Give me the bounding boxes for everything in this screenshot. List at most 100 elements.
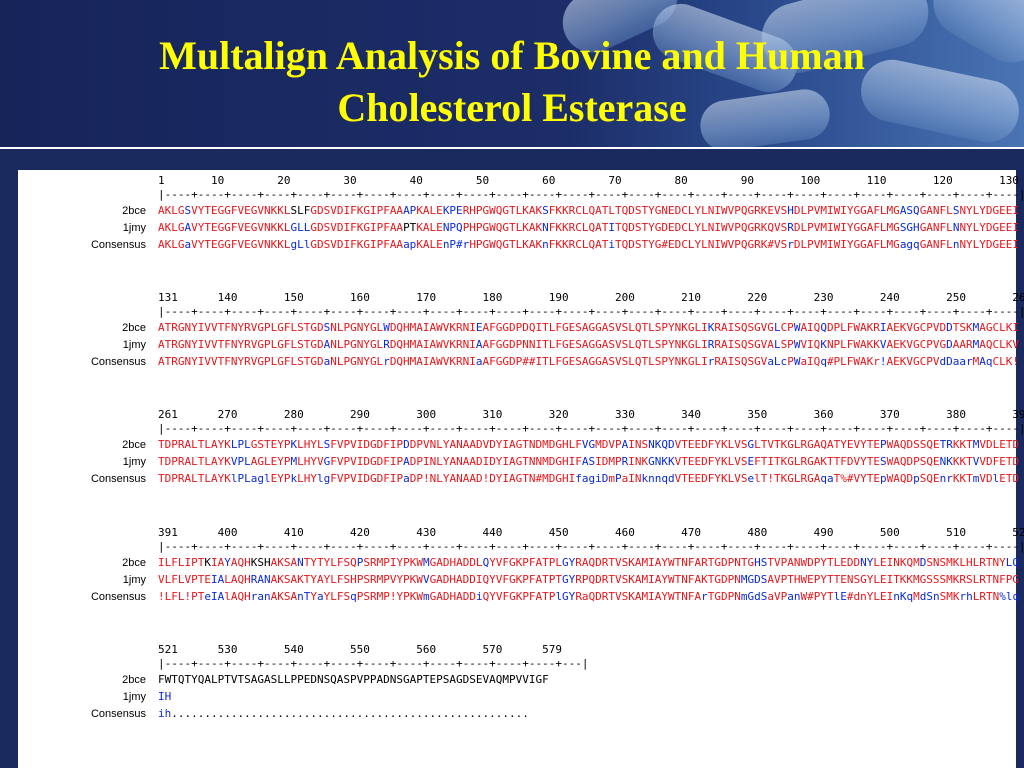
residue-segment: VTEEDFYKLVS <box>674 438 748 451</box>
residue-segment: I <box>879 321 887 334</box>
sequence-row: IH <box>158 690 171 704</box>
residue-segment: K <box>290 438 298 451</box>
residue-segment: P <box>787 355 794 368</box>
residue-segment: VLFLVPTE <box>158 573 211 586</box>
residue-segment: KKT <box>952 455 973 468</box>
residue-segment: DLPVMIWIYGGAFLMG <box>793 204 900 217</box>
residue-segment: V <box>422 573 430 586</box>
residue-segment: LRTN <box>972 590 1000 603</box>
residue-segment: k <box>290 472 298 485</box>
residue-segment: VYTEGGFVEGVNKKL <box>191 221 291 234</box>
sequence-row: AKLGaVYTEGGFVEGVNKKLgLlGDSVDIFKGIPFAAapK… <box>158 238 1019 252</box>
residue-segment: SGH <box>899 221 920 234</box>
residue-segment: nr <box>939 472 953 485</box>
residue-segment: TGDPN <box>707 590 741 603</box>
residue-segment: AKLG <box>158 221 185 234</box>
residue-segment: RAQDRTVSKAMIAYWTNFARTGDPNTG <box>575 556 755 569</box>
residue-segment: !LFL!PT <box>158 590 205 603</box>
residue-segment: NYLYDGEEI <box>959 221 1020 234</box>
position-ruler: |----+----+----+----+----+----+----+----… <box>158 305 1024 318</box>
residue-segment: aIQ <box>800 355 821 368</box>
sequence-label: 1jmy <box>122 691 146 703</box>
residue-segment: DPINLYANAADIDYIAGTNNMDGHIF <box>409 455 582 468</box>
residue-segment: LEINKQM <box>873 556 920 569</box>
residue-segment: KALE <box>416 204 443 217</box>
residue-segment: R <box>707 338 715 351</box>
residue-segment: AQH <box>230 590 251 603</box>
residue-segment: FTITKGLRGAKTTFDVYTE <box>754 455 880 468</box>
residue-segment: qa <box>820 472 834 485</box>
residue-segment: S <box>952 204 960 217</box>
residue-segment: PT <box>403 221 417 234</box>
residue-segment: AKLG <box>158 238 185 251</box>
sequence-row: FWTQTYQALPTVTSAGASLLPPEDNSQASPVPPADNSGAP… <box>158 673 549 687</box>
residue-segment: KALE <box>416 221 443 234</box>
residue-segment: Y <box>310 590 317 603</box>
residue-segment: M <box>972 438 980 451</box>
slide-header: Multalign Analysis of Bovine and Human C… <box>0 0 1024 148</box>
residue-segment: lPL <box>230 472 251 485</box>
residue-segment: IH <box>158 690 172 703</box>
residue-segment: LHYL <box>297 438 324 451</box>
sequence-label: 2bce <box>122 205 146 217</box>
residue-segment: Q <box>482 556 490 569</box>
residue-segment: QDRTVSKAMIAYWTNFA <box>588 590 702 603</box>
residue-segment: VYTEGGFVEGVNKKL <box>191 204 291 217</box>
sequence-row: !LFL!PTeIAlAQHranAKSAnTYaYLFSqPSRMP!YPKW… <box>158 590 1019 604</box>
residue-segment: VPL <box>230 455 251 468</box>
residue-segment: CLK! <box>992 355 1020 368</box>
sequence-label: Consensus <box>90 239 146 251</box>
residue-segment: aLc <box>767 355 788 368</box>
residue-segment: M <box>972 355 980 368</box>
residue-segment: AGLEYP <box>250 455 291 468</box>
residue-segment: IA <box>210 556 225 569</box>
residue-segment: VG <box>581 438 596 451</box>
residue-segment: S <box>323 321 331 334</box>
residue-segment: N <box>952 221 960 234</box>
residue-segment: knnqd <box>641 472 675 485</box>
residue-segment: K <box>820 338 827 351</box>
residue-segment: AGCLKI <box>979 321 1020 334</box>
residue-segment: INK <box>628 455 649 468</box>
residue-segment: m <box>972 472 980 485</box>
residue-segment: i <box>475 590 483 603</box>
residue-segment: T%#VYTE <box>833 472 880 485</box>
residue-segment: NY <box>860 556 874 569</box>
residue-segment: m <box>608 472 616 485</box>
residue-segment: p <box>913 472 920 485</box>
residue-segment: AFGGDP##ITLFGESAGGASVSLQTLSPYNKGLI <box>482 355 708 368</box>
residue-segment: R <box>383 338 390 351</box>
residue-segment: D <box>403 438 410 451</box>
residue-segment: e <box>747 472 755 485</box>
residue-segment: ETD <box>999 472 1020 485</box>
residue-segment: W <box>793 338 801 351</box>
residue-segment: eIA <box>204 590 225 603</box>
residue-segment: VDLETD <box>979 438 1020 451</box>
slide-title-line-1: Multalign Analysis of Bovine and Human <box>159 33 865 78</box>
residue-segment: GANFL <box>919 221 953 234</box>
sequence-row: ILFLIPTKIAYAQHKSHAKSANTYTYLFSQPSRMPIYPKW… <box>158 556 1019 570</box>
residue-segment: DLPVMIWIYGGAFLMG <box>793 238 900 251</box>
residue-segment: agq <box>899 238 920 251</box>
residue-segment: ........................................… <box>171 707 529 720</box>
residue-segment: ATRGNYIVVTFNYRVGPLGFLSTGD <box>158 338 324 351</box>
residue-segment: V <box>879 338 887 351</box>
residue-segment: E <box>475 321 483 334</box>
sequence-row: ih......................................… <box>158 707 529 721</box>
residue-segment: YLFS <box>323 590 351 603</box>
residue-segment: LTVTKGLRGAQATYEVYTE <box>754 438 880 451</box>
residue-segment: LQ <box>1005 556 1020 569</box>
sequence-label: 2bce <box>122 674 146 686</box>
residue-segment: LHY <box>297 472 317 485</box>
residue-segment: AKSA <box>270 590 298 603</box>
residue-segment: m <box>422 590 430 603</box>
residue-segment: GANFL <box>919 238 953 251</box>
residue-segment: lT!TKGLRGA <box>754 472 821 485</box>
sequence-row: AKLGAVYTEGGFVEGVNKKLGLLGDSVDIFKGIPFAAPTK… <box>158 221 1019 235</box>
residue-segment: DLPVMIWIYGGAFLMG <box>793 221 900 234</box>
residue-segment: KSH <box>250 556 271 569</box>
residue-segment: FKKRCLQATLTQDSTYGNEDCLYLNIWVPQGRKEVS <box>548 204 788 217</box>
residue-segment: AVPTHWEPYTTENSGYLEITKKMGSSSMKRSLRTNFPG <box>767 573 1020 586</box>
residue-segment: Y <box>224 556 231 569</box>
residue-segment: TYTYLFSQ <box>303 556 357 569</box>
